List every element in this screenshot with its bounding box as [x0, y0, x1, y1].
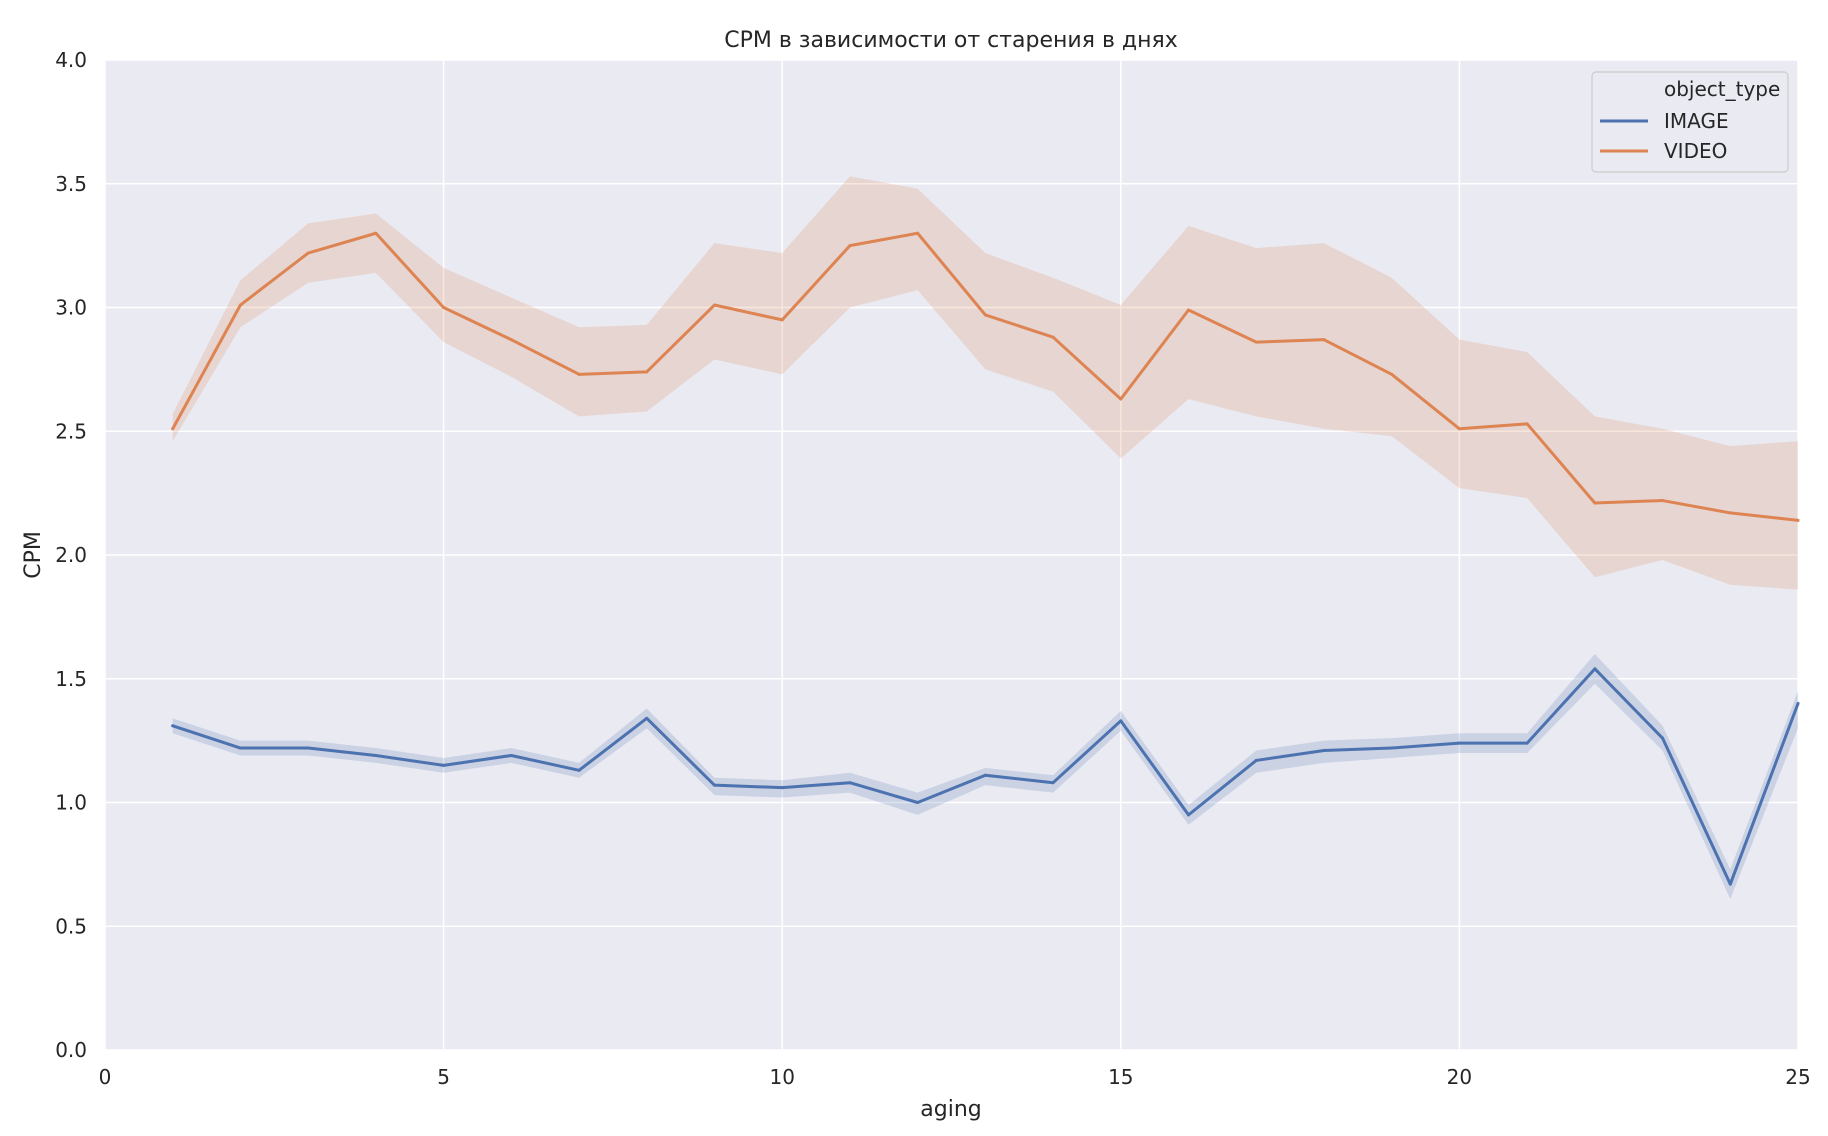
- y-tick-label: 3.0: [55, 296, 87, 320]
- data-point-image: [1322, 749, 1326, 753]
- y-tick-label: 0.0: [55, 1038, 87, 1062]
- data-point-video: [1187, 308, 1191, 312]
- data-point-image: [1661, 736, 1665, 740]
- data-point-image: [645, 716, 649, 720]
- data-point-video: [171, 427, 175, 431]
- x-axis-label: aging: [920, 1097, 981, 1122]
- data-point-image: [1728, 882, 1732, 886]
- y-axis-label: CPM: [21, 531, 46, 579]
- x-tick-labels: 0 5 10 15 20 25: [99, 1065, 1811, 1089]
- data-point-video: [1661, 499, 1665, 503]
- data-point-image: [509, 753, 513, 757]
- legend-label-image: IMAGE: [1664, 109, 1729, 133]
- y-tick-label: 3.5: [55, 172, 87, 196]
- x-tick-label: 10: [769, 1065, 794, 1089]
- data-point-video: [442, 306, 446, 309]
- data-point-video: [1796, 518, 1800, 522]
- data-point-image: [306, 746, 310, 750]
- y-tick-labels: 0.0 0.5 1.0 1.5 2.0 2.5 3.0 3.5 4.0: [55, 48, 87, 1062]
- data-point-image: [238, 746, 242, 750]
- legend: object_type IMAGE VIDEO: [1591, 71, 1789, 173]
- data-point-image: [171, 724, 175, 728]
- y-tick-label: 1.5: [55, 667, 87, 691]
- y-tick-label: 4.0: [55, 48, 87, 72]
- data-point-image: [577, 768, 581, 772]
- data-point-video: [1390, 372, 1394, 376]
- legend-label-video: VIDEO: [1664, 139, 1727, 163]
- data-point-video: [1119, 397, 1123, 401]
- data-point-video: [1254, 340, 1258, 344]
- data-point-image: [1051, 781, 1055, 785]
- x-tick-label: 15: [1108, 1065, 1133, 1089]
- data-point-video: [983, 313, 987, 317]
- data-point-image: [1593, 667, 1597, 671]
- data-point-video: [848, 244, 852, 248]
- chart-title: CPM в зависимости от старения в днях: [724, 28, 1178, 53]
- data-point-video: [1728, 511, 1732, 515]
- data-point-video: [1457, 427, 1461, 431]
- x-tick-label: 0: [99, 1065, 112, 1089]
- data-point-image: [1525, 741, 1529, 745]
- data-point-image: [374, 753, 378, 757]
- data-point-video: [780, 318, 784, 322]
- data-point-image: [983, 773, 987, 777]
- data-point-image: [1254, 758, 1258, 762]
- data-point-video: [374, 231, 378, 235]
- data-point-video: [1322, 338, 1326, 342]
- y-tick-label: 2.5: [55, 419, 87, 443]
- y-tick-label: 1.0: [55, 791, 87, 815]
- data-point-image: [1119, 719, 1123, 723]
- data-point-video: [238, 303, 242, 307]
- data-point-video: [1593, 501, 1597, 505]
- data-point-image: [1457, 741, 1461, 745]
- data-point-image: [848, 781, 852, 785]
- y-tick-label: 0.5: [55, 914, 87, 938]
- data-point-video: [645, 370, 649, 374]
- legend-title: object_type: [1664, 77, 1780, 101]
- data-point-image: [712, 783, 716, 787]
- data-point-image: [1187, 813, 1191, 817]
- data-point-image: [442, 763, 446, 767]
- data-point-video: [916, 231, 920, 235]
- x-tick-label: 25: [1785, 1065, 1810, 1089]
- data-point-video: [577, 372, 581, 376]
- x-tick-label: 5: [437, 1065, 450, 1089]
- data-point-video: [509, 338, 513, 342]
- data-point-video: [1051, 335, 1055, 339]
- gridlines: [104, 59, 1799, 1051]
- data-point-image: [916, 801, 920, 804]
- x-tick-label: 20: [1447, 1065, 1472, 1089]
- y-tick-label: 2.0: [55, 543, 87, 567]
- data-point-video: [712, 303, 716, 307]
- legend-box: [1591, 71, 1789, 173]
- ci-band-video: [172, 176, 1799, 590]
- series-lines: [171, 231, 1800, 886]
- data-point-image: [1796, 702, 1800, 705]
- data-point-image: [1390, 746, 1394, 750]
- data-point-image: [780, 786, 784, 790]
- data-point-video: [306, 251, 310, 255]
- data-point-video: [1525, 422, 1529, 426]
